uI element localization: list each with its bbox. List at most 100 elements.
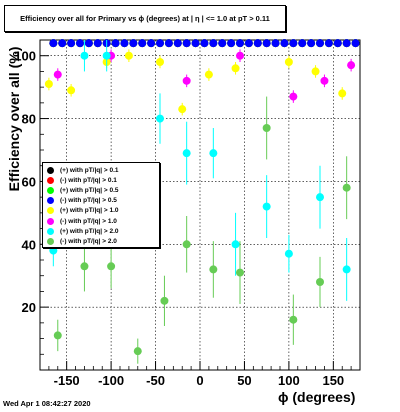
legend-marker [47, 217, 54, 225]
x-tick-label: -100 [98, 373, 124, 388]
data-point [307, 39, 316, 48]
y-tick-label: 80 [22, 112, 36, 127]
data-point [200, 39, 209, 48]
legend-label: (-) with pT/|q| > 1.0 [60, 217, 117, 225]
timestamp: Wed Apr 1 08:42:27 2020 [3, 399, 91, 408]
data-point [182, 240, 191, 249]
legend-entry: (+) with pT/|q| > 2.0 [47, 226, 155, 236]
data-point [164, 39, 173, 48]
data-point [262, 202, 271, 211]
data-point [191, 39, 200, 48]
data-point [156, 114, 164, 123]
data-point [333, 39, 342, 48]
data-points [44, 39, 360, 364]
chart-title: Efficiency over all for Primary vs ϕ (de… [4, 5, 286, 32]
data-point [347, 61, 356, 70]
x-tick-label: 150 [322, 373, 344, 388]
legend: (+) with pT/|q| > 0.1 (-) with pT/|q| > 0… [42, 162, 160, 248]
data-point [156, 39, 164, 48]
x-tick-label: 100 [278, 373, 300, 388]
legend-label: (+) with pT/|q| > 0.5 [60, 186, 119, 194]
data-point [44, 80, 53, 88]
y-axis-label: Efficiency over all (%) [6, 46, 22, 192]
data-point [231, 64, 240, 73]
data-point [182, 149, 191, 158]
data-point [120, 39, 129, 48]
data-point [311, 67, 320, 76]
data-point [102, 51, 111, 60]
legend-entry: (+) with pT/|q| > 0.5 [47, 185, 155, 195]
data-point [253, 39, 262, 48]
data-point [289, 315, 298, 324]
data-point [284, 58, 293, 66]
legend-marker [47, 186, 54, 194]
data-point [49, 246, 58, 255]
data-point [271, 39, 280, 48]
data-point [262, 124, 271, 132]
data-point [80, 262, 89, 271]
legend-entry: (-) with pT/|q| > 0.1 [47, 175, 155, 185]
x-tick-label: -150 [54, 373, 80, 388]
data-point [209, 265, 218, 274]
data-point [280, 39, 289, 48]
data-point [160, 296, 169, 305]
data-point [209, 149, 218, 158]
data-point [173, 39, 182, 48]
data-point [351, 39, 360, 48]
data-point [67, 86, 76, 95]
data-point [324, 39, 333, 48]
x-tick-label: 50 [237, 373, 251, 388]
data-point [236, 39, 244, 48]
data-point [316, 278, 324, 286]
data-point [289, 39, 298, 48]
x-tick-label: -50 [146, 373, 165, 388]
legend-marker [47, 227, 54, 235]
data-point [182, 76, 191, 85]
data-point [133, 347, 142, 356]
data-point [182, 39, 191, 48]
data-point [316, 39, 324, 48]
y-tick-label: 40 [22, 237, 36, 252]
legend-label: (+) with pT/|q| > 2.0 [60, 227, 119, 235]
data-point [111, 39, 120, 48]
data-point [138, 39, 147, 48]
data-point [236, 268, 244, 277]
legend-label: (-) with pT/|q| > 0.1 [60, 176, 117, 184]
data-point [209, 39, 218, 48]
data-point [49, 39, 58, 48]
legend-marker [47, 207, 54, 215]
legend-entry: (-) with pT/|q| > 0.5 [47, 196, 155, 206]
data-point [298, 39, 307, 48]
data-point [218, 39, 227, 48]
data-point [262, 39, 271, 48]
y-tick-label: 60 [22, 174, 36, 189]
data-point [156, 58, 164, 66]
legend-marker [47, 166, 54, 174]
data-point [124, 51, 133, 60]
data-point [284, 249, 293, 258]
data-point [316, 193, 324, 202]
data-point [67, 39, 76, 48]
data-point [178, 105, 187, 114]
data-point [244, 39, 253, 48]
data-point [147, 39, 156, 48]
data-point [338, 89, 347, 98]
legend-label: (-) with pT/|q| > 0.5 [60, 197, 117, 205]
data-point [320, 76, 329, 85]
data-point [289, 92, 298, 101]
legend-label: (+) with pT/|q| > 1.0 [60, 207, 119, 215]
data-point [129, 39, 138, 48]
data-point [76, 39, 84, 48]
legend-marker [47, 176, 54, 184]
data-point [227, 39, 236, 48]
legend-label: (-) with pT/|q| > 2.0 [60, 237, 117, 245]
data-point [236, 51, 244, 60]
data-point [93, 39, 102, 48]
legend-marker [47, 197, 54, 205]
data-point [204, 70, 213, 79]
data-point [80, 51, 89, 60]
axis-ticks: -150 -100 -50 0 50 100 150 20 40 60 80 100 [14, 49, 352, 388]
legend-marker [47, 237, 54, 245]
data-point [342, 39, 351, 48]
legend-label: (+) with pT/|q| > 0.1 [60, 166, 119, 174]
